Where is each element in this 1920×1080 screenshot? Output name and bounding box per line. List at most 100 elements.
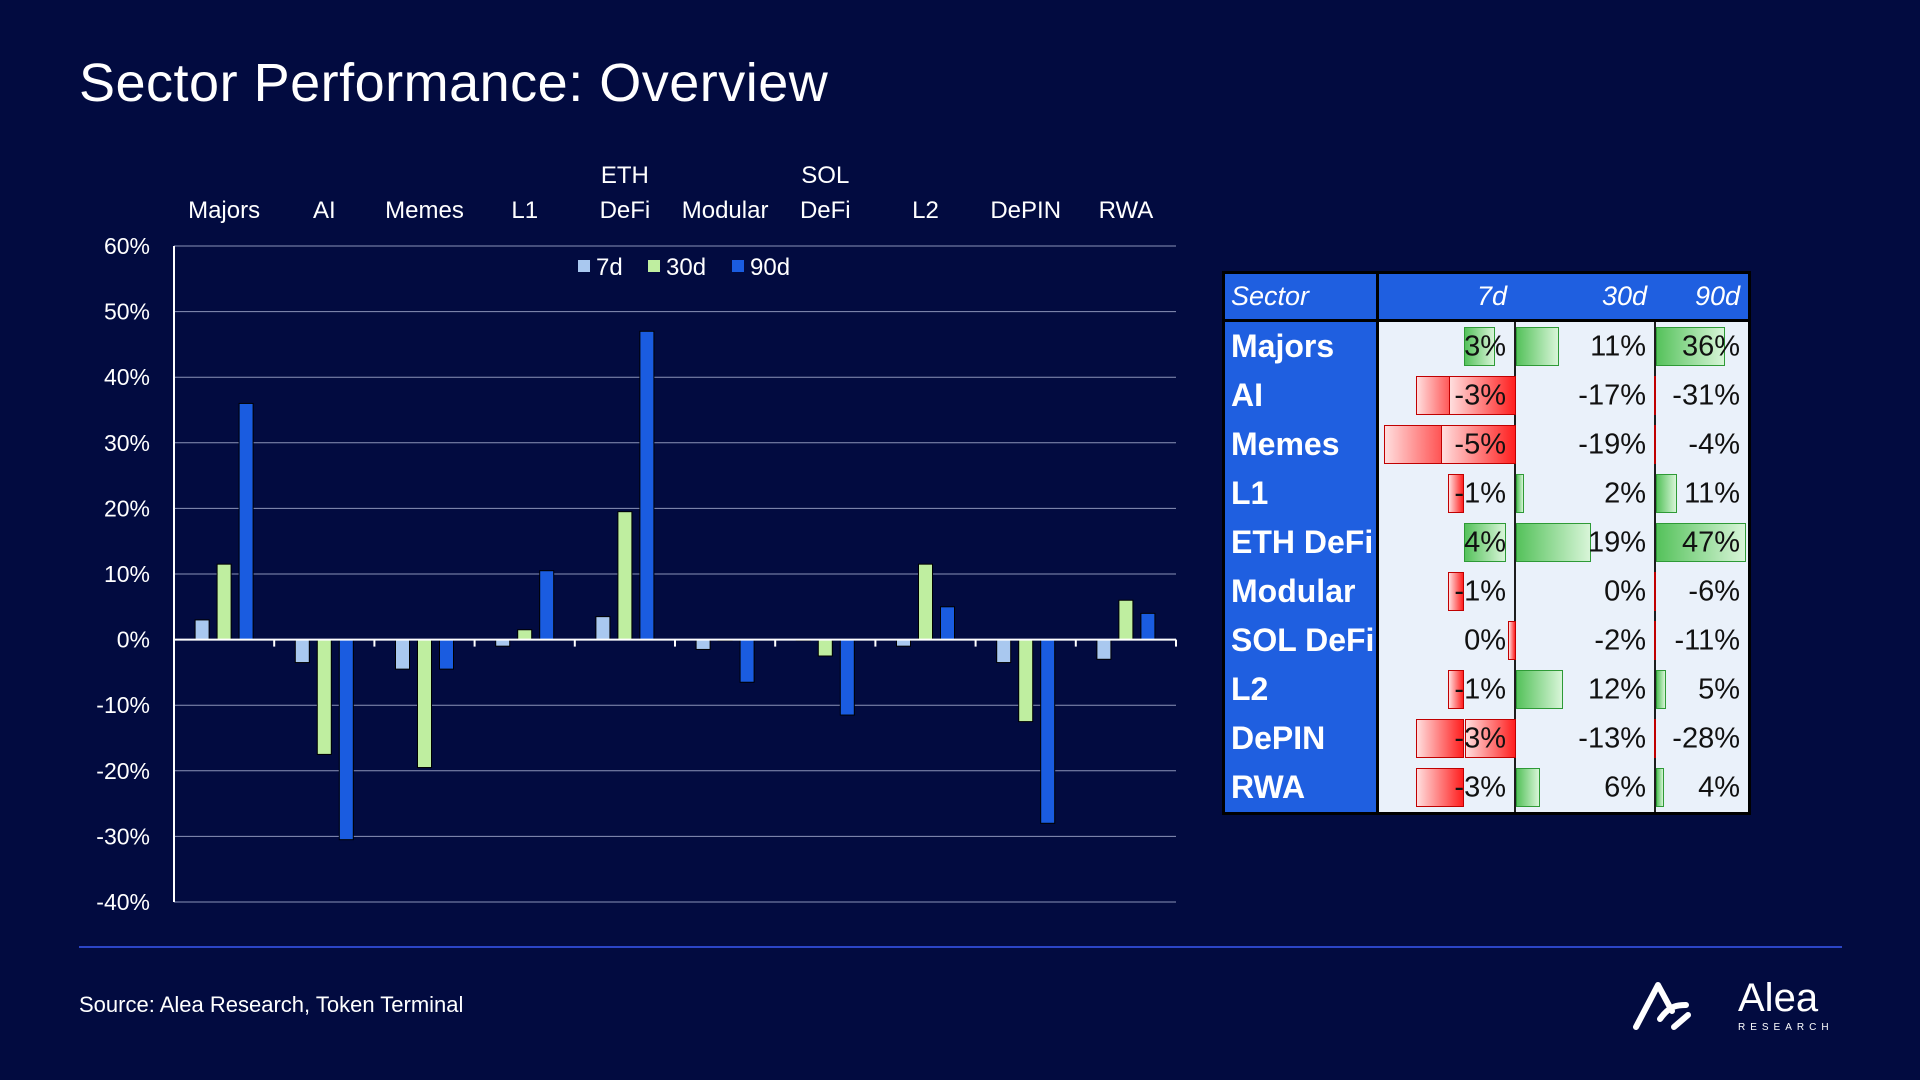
data-bar bbox=[1516, 327, 1560, 366]
value-text: 4% bbox=[1464, 526, 1506, 558]
sector-name: Majors bbox=[1222, 320, 1379, 371]
legend-swatch-30d bbox=[648, 260, 660, 272]
y-tick-label: 10% bbox=[104, 561, 150, 587]
bar-7d-4 bbox=[595, 616, 611, 641]
bar-7d-0 bbox=[194, 619, 210, 641]
bar-30d-8 bbox=[1018, 639, 1034, 723]
table-row: Modular -1% 0% -6% bbox=[1222, 567, 1751, 616]
alea-logo-mark-icon bbox=[1633, 982, 1691, 1030]
value-text: 19% bbox=[1587, 526, 1646, 558]
performance-table: Sector 7d 30d 90d Majors 3% 11% 36% AI -3% -17… bbox=[1222, 271, 1751, 815]
header-sector: Sector bbox=[1222, 271, 1379, 322]
bar-90d-8 bbox=[1040, 639, 1056, 824]
logo-subtitle: RESEARCH bbox=[1738, 1022, 1834, 1033]
table-row: Majors 3% 11% 36% bbox=[1222, 320, 1751, 371]
bar-30d-2 bbox=[417, 639, 432, 769]
data-bar bbox=[1464, 719, 1516, 758]
table-row: SOL DeFi 0% -2% -11% bbox=[1222, 616, 1751, 665]
value-cell: -3% bbox=[1377, 714, 1516, 763]
value-text: 11% bbox=[1590, 330, 1646, 362]
data-bar bbox=[1516, 523, 1591, 562]
category-label: ETH bbox=[601, 162, 649, 189]
data-bar bbox=[1656, 768, 1664, 807]
value-text: -4% bbox=[1688, 428, 1740, 460]
sector-name: SOL DeFi bbox=[1222, 616, 1379, 665]
source-note: Source: Alea Research, Token Terminal bbox=[79, 992, 464, 1017]
value-cell: 4% bbox=[1655, 763, 1751, 815]
value-cell: -1% bbox=[1377, 665, 1516, 714]
table-row: DePIN -3% -13% -28% bbox=[1222, 714, 1751, 763]
data-bar bbox=[1441, 425, 1516, 464]
table-row: ETH DeFi 4% 19% 47% bbox=[1222, 518, 1751, 567]
logo-name: Alea bbox=[1738, 976, 1819, 1020]
value-cell: -2% bbox=[1508, 616, 1656, 665]
data-bar bbox=[1656, 670, 1666, 709]
y-tick-label: -30% bbox=[96, 823, 150, 849]
value-text: -3% bbox=[1454, 722, 1506, 754]
sector-name: ETH DeFi bbox=[1222, 518, 1379, 567]
value-text: 11% bbox=[1684, 477, 1740, 509]
sector-name: DePIN bbox=[1222, 714, 1379, 763]
table-row: L2 -1% 12% 5% bbox=[1222, 665, 1751, 714]
category-label: Memes bbox=[385, 197, 464, 224]
bar-30d-7 bbox=[918, 563, 933, 641]
value-cell: 2% bbox=[1515, 469, 1656, 518]
data-bar bbox=[1656, 523, 1746, 562]
bar-7d-5 bbox=[695, 639, 711, 650]
value-text: 5% bbox=[1698, 673, 1740, 705]
y-tick-label: 40% bbox=[104, 364, 150, 390]
value-text: -1% bbox=[1454, 477, 1506, 509]
data-bar bbox=[1448, 670, 1464, 709]
value-text: -5% bbox=[1454, 428, 1506, 460]
value-cell: 12% bbox=[1515, 665, 1656, 714]
bar-30d-4 bbox=[617, 511, 633, 641]
value-text: 47% bbox=[1681, 526, 1740, 558]
bar-7d-8 bbox=[996, 639, 1012, 664]
header-30d: 30d bbox=[1515, 271, 1655, 322]
table-header-row: Sector 7d 30d 90d bbox=[1222, 271, 1751, 322]
y-tick-label: 20% bbox=[104, 495, 150, 521]
category-label: Majors bbox=[188, 197, 260, 224]
data-bar bbox=[1448, 572, 1464, 611]
bar-30d-1 bbox=[316, 639, 332, 755]
data-bar bbox=[1416, 768, 1464, 807]
value-text: 12% bbox=[1587, 673, 1646, 705]
value-text: 0% bbox=[1464, 624, 1506, 656]
header-90d: 90d bbox=[1655, 271, 1751, 322]
header-7d: 7d bbox=[1377, 271, 1515, 322]
category-label: RWA bbox=[1099, 197, 1154, 224]
category-label: L2 bbox=[912, 197, 939, 224]
table-row: RWA -3% 6% 4% bbox=[1222, 763, 1751, 815]
category-label: SOL bbox=[801, 162, 849, 189]
category-label: DeFi bbox=[800, 197, 851, 224]
data-bar bbox=[1654, 719, 1656, 758]
value-cell: 3% bbox=[1377, 320, 1516, 371]
value-cell: -1% bbox=[1377, 469, 1516, 518]
value-cell: 4% bbox=[1377, 518, 1516, 567]
bar-7d-9 bbox=[1096, 639, 1112, 660]
y-tick-label: 30% bbox=[104, 430, 150, 456]
bar-90d-2 bbox=[439, 639, 454, 670]
value-text: -28% bbox=[1672, 722, 1740, 754]
value-text: -31% bbox=[1672, 379, 1740, 411]
bar-30d-6 bbox=[817, 639, 833, 657]
sector-name: L2 bbox=[1222, 665, 1379, 714]
bar-30d-0 bbox=[216, 563, 232, 641]
bar-chart: 60% 50% 40% 30% 20% 10% 0% -10% -20% -30% -40% Majo… bbox=[96, 162, 1177, 915]
sector-name: Memes bbox=[1222, 420, 1379, 469]
legend-label-30d: 30d bbox=[666, 254, 706, 281]
value-cell: -19% bbox=[1441, 420, 1656, 469]
value-text: -6% bbox=[1688, 575, 1740, 607]
data-bar bbox=[1654, 376, 1656, 415]
value-cell: 0% bbox=[1377, 616, 1516, 665]
y-tick-label: -40% bbox=[96, 889, 150, 915]
category-label: Modular bbox=[682, 197, 769, 224]
category-label: DePIN bbox=[990, 197, 1061, 224]
table-row: Memes -5% -19% -4% bbox=[1222, 420, 1751, 469]
bar-90d-0 bbox=[238, 402, 254, 641]
bar-7d-2 bbox=[395, 639, 410, 670]
value-text: -2% bbox=[1594, 624, 1646, 656]
bar-30d-9 bbox=[1118, 599, 1134, 641]
sector-name: RWA bbox=[1222, 763, 1379, 815]
value-cell: 47% bbox=[1655, 518, 1751, 567]
